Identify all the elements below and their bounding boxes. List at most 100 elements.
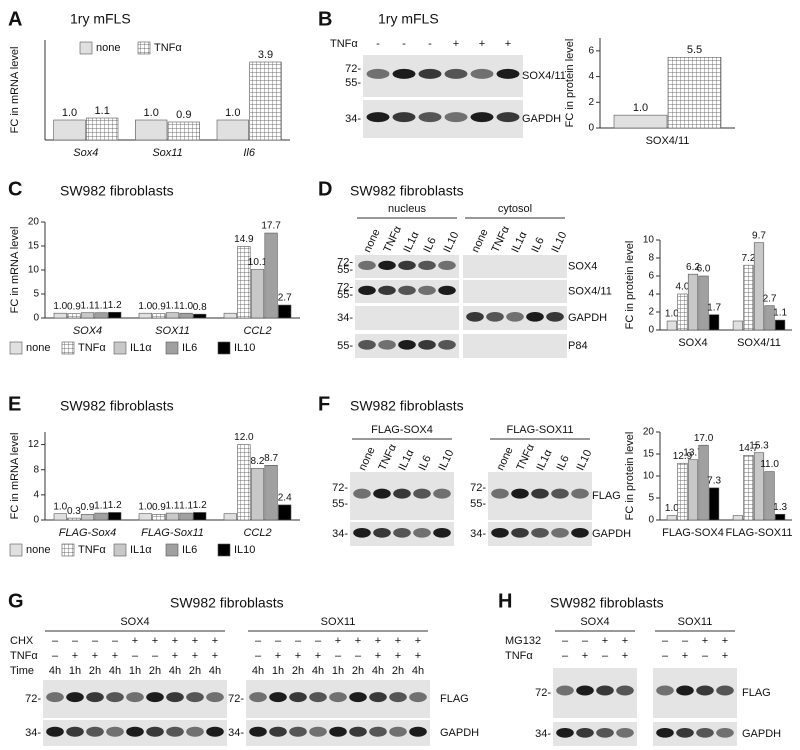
y-tick-label: 8 (648, 253, 654, 264)
y-tick-label: 10 (28, 265, 40, 276)
blot-band (389, 726, 407, 737)
lane-treatment: + (505, 38, 511, 50)
y-axis-label: FC in mRNA level (9, 433, 21, 520)
value-label: 11.0 (760, 459, 779, 470)
blot-band (249, 692, 267, 703)
lane-treatment: – (255, 635, 262, 647)
bar (53, 513, 67, 521)
lane-treatment: + (702, 635, 708, 647)
lane-treatment: 1h (272, 665, 284, 677)
size-marker: 55- (337, 340, 353, 352)
size-marker: 72- (25, 693, 41, 705)
bar (709, 487, 720, 521)
strip-label: GAPDH (568, 312, 607, 324)
blot-band (491, 488, 509, 499)
bar (250, 468, 265, 521)
legend-label: IL10 (234, 342, 255, 354)
lane-treatment: 1h (69, 665, 81, 677)
blot-band (309, 726, 327, 737)
bar (278, 504, 292, 521)
legend-swatch (113, 543, 127, 557)
bar (152, 514, 166, 521)
value-label: 13.7 (683, 447, 703, 458)
x-tick-label: FLAG-SOX11 (725, 527, 792, 539)
lane-treatment: – (702, 650, 709, 662)
bar (94, 512, 108, 521)
blot-band (373, 488, 391, 499)
bar (193, 313, 207, 319)
y-tick-label: 6 (648, 271, 654, 282)
blot-band (46, 692, 64, 703)
blot-band (398, 260, 416, 270)
bar (687, 273, 699, 331)
lane-treatment: – (662, 635, 669, 647)
blot-strip (355, 306, 459, 330)
blot-band (366, 112, 390, 123)
blot-band (329, 692, 347, 703)
lane-treatment: + (192, 635, 198, 647)
value-label: 14.7 (739, 443, 759, 454)
blot-band (409, 726, 427, 737)
blot-strip (463, 280, 567, 303)
lane-treatment: + (682, 650, 688, 662)
bar (216, 119, 249, 141)
blot-band (466, 312, 484, 322)
blot-band (433, 488, 451, 499)
y-tick-label: 0 (648, 325, 654, 336)
lane-treatment: + (72, 650, 78, 662)
blot-band (571, 528, 589, 538)
value-label: 12.9 (673, 451, 693, 462)
panel-letter: B (318, 8, 332, 30)
y-axis-label: FC in protein level (624, 432, 636, 521)
blot-band (418, 260, 436, 270)
lane-treatment: + (152, 635, 158, 647)
value-label: 0.9 (67, 301, 81, 312)
lane-treatment: – (275, 635, 282, 647)
value-label: 6.2 (686, 262, 700, 273)
blot-band (576, 728, 594, 738)
bar (687, 459, 699, 521)
x-tick-label: FLAG-Sox4 (59, 527, 116, 539)
panel-title: SW982 fibroblasts (170, 595, 284, 611)
lane-treatment: 4h (252, 665, 264, 677)
bar (165, 312, 180, 319)
bar (709, 314, 720, 331)
bar (138, 513, 152, 521)
blot-band (596, 728, 614, 738)
value-label: 1.1 (166, 300, 180, 311)
legend-label: TNFα (78, 342, 106, 354)
value-label: 1.1 (179, 501, 193, 512)
lane-treatment: + (212, 650, 218, 662)
y-tick-label: 15 (28, 241, 40, 252)
blot-band (496, 112, 520, 123)
legend-label: TNFα (154, 42, 182, 54)
lane-treatment: – (315, 635, 322, 647)
legend-label: TNFα (78, 544, 106, 556)
lane-treatment: + (622, 635, 628, 647)
lane-treatment: + (395, 635, 401, 647)
legend-swatch (165, 341, 179, 355)
value-label: 1.0 (665, 503, 679, 514)
group-title: FLAG-SOX11 (506, 424, 573, 436)
blot-band (418, 285, 436, 295)
lane-treatment: + (335, 635, 341, 647)
lane-treatment: 4h (372, 665, 384, 677)
blot-band (716, 728, 734, 738)
y-tick-label: 4 (33, 489, 39, 500)
blot-band (86, 726, 104, 737)
blot-band (358, 260, 376, 270)
row-label: Time (10, 665, 34, 677)
value-label: 17.7 (261, 221, 281, 232)
size-marker: 72- (337, 257, 353, 269)
strip-label: FLAG (440, 693, 469, 705)
blot-band (596, 685, 614, 696)
lane-treatment: – (255, 650, 262, 662)
size-marker: 72- (228, 693, 244, 705)
x-tick-label: FLAG-SOX4 (662, 527, 724, 539)
value-label: 1.1 (94, 300, 108, 311)
panel-title: SW982 fibroblasts (60, 398, 174, 414)
blot-band (249, 726, 267, 737)
blot-band (269, 692, 287, 703)
x-tick-label: SOX4/11 (646, 135, 690, 147)
